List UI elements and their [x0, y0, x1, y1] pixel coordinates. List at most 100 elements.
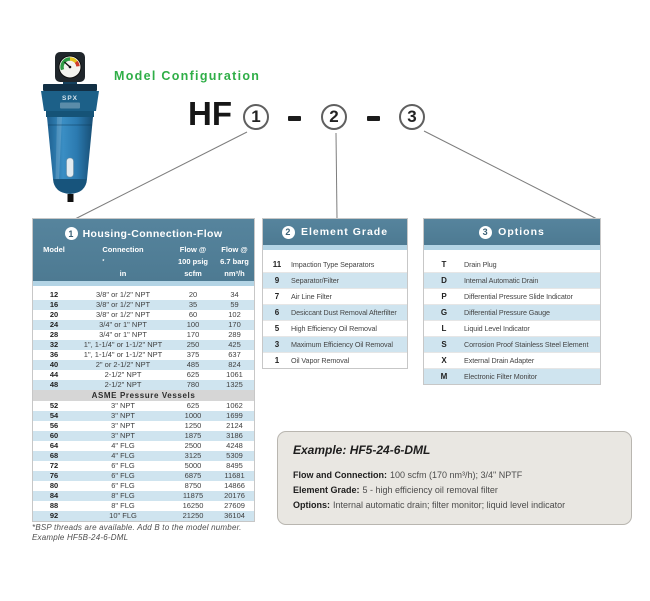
flow-scfm-cell: 375 [186, 350, 200, 359]
connection-cell: 6" FLG [111, 461, 135, 470]
grade-description: Maximum Efficiency Oil Removal [291, 340, 393, 349]
separator-dash [367, 116, 380, 121]
model-cell: 28 [49, 330, 59, 339]
header-accent-band [263, 245, 407, 250]
example-grade-line: Element Grade: 5 - high efficiency oil re… [293, 485, 498, 495]
option-description: Liquid Level Indicator [464, 324, 530, 333]
connection-cell: 3" NPT [111, 401, 135, 410]
model-cell: 40 [49, 360, 59, 369]
table-row: M Electronic Filter Monitor [424, 369, 600, 384]
model-cell: 44 [49, 370, 59, 379]
grade-description: Air Line Filter [291, 292, 332, 301]
grade-description: Impaction Type Separators [291, 260, 375, 269]
table-row: 3 Maximum Efficiency Oil Removal [263, 337, 407, 353]
grade-description: Separator/Filter [291, 276, 339, 285]
model-cell: 24 [49, 320, 59, 329]
flow-nm3h-cell: 14866 [224, 481, 245, 490]
filter-with-gauge-icon: SPX [41, 52, 99, 202]
flow-nm3h-cell: 289 [228, 330, 241, 339]
flow-nm3h-cell: 1325 [226, 380, 243, 389]
connection-cell: 3/8" or 1/2" NPT [95, 310, 151, 319]
grade-description: Desiccant Dust Removal Afterfilter [291, 308, 397, 317]
circled-position-1: 1 [243, 104, 269, 130]
col-header-connection: Connection * in [102, 245, 144, 278]
flow-nm3h-cell: 102 [228, 310, 241, 319]
table-row: 80 6" FLG 8750 14866 [33, 481, 254, 491]
col-header-flow-psig: Flow @ 100 psig scfm [177, 245, 208, 278]
model-cell: 64 [49, 441, 59, 450]
brand-label: SPX [62, 95, 78, 102]
model-cell: 60 [49, 431, 59, 440]
housing-asme-rows: 52 3" NPT 625 1062 54 3" NPT 1000 1699 56 3" NPT 1… [33, 401, 254, 521]
model-cell: 20 [49, 310, 59, 319]
housing-table-header: 1 Housing-Connection-Flow Model Connecti… [33, 219, 254, 281]
flow-scfm-cell: 8750 [184, 481, 202, 490]
option-rows: T Drain Plug D Internal Automatic Drain P Dif… [424, 254, 600, 384]
model-cell: 76 [49, 471, 59, 480]
table-row: 20 3/8" or 1/2" NPT 60 102 [33, 310, 254, 320]
circled-position-3: 3 [399, 104, 425, 130]
model-cell: 32 [49, 340, 59, 349]
flow-nm3h-cell: 20176 [224, 491, 245, 500]
table-row: 88 8" FLG 16250 27609 [33, 501, 254, 511]
model-cell: 88 [49, 501, 59, 510]
table-row: D Internal Automatic Drain [424, 273, 600, 289]
model-cell: 16 [49, 300, 59, 309]
flow-scfm-cell: 60 [188, 310, 198, 319]
flow-scfm-cell: 1250 [184, 421, 202, 430]
circled-number-3-icon: 3 [479, 225, 493, 239]
flow-scfm-cell: 485 [186, 360, 200, 369]
connection-cell: 6" FLG [111, 481, 135, 490]
option-code: X [441, 356, 447, 365]
col-header-flow-barg: Flow @ 6.7 barg nm³/h [220, 245, 249, 278]
flow-nm3h-cell: 34 [230, 290, 239, 299]
connection-cell: 2" or 2-1/2" NPT [95, 360, 151, 369]
option-description: Drain Plug [464, 260, 497, 269]
filter-head: SPX [41, 84, 99, 117]
table-row: T Drain Plug [424, 257, 600, 273]
flow-scfm-cell: 1000 [184, 411, 202, 420]
option-description: Electronic Filter Monitor [464, 372, 537, 381]
table-row: 11 Impaction Type Separators [263, 257, 407, 273]
table-row: 6 Desiccant Dust Removal Afterfilter [263, 305, 407, 321]
flow-scfm-cell: 21250 [182, 511, 204, 520]
circled-number-2-icon: 2 [281, 225, 295, 239]
table-row: 12 3/8" or 1/2" NPT 20 34 [33, 290, 254, 300]
model-cell: 68 [49, 451, 59, 460]
table-row: 48 2-1/2" NPT 780 1325 [33, 380, 254, 390]
example-flow-line: Flow and Connection: 100 scfm (170 nm³/h)… [293, 470, 523, 480]
model-cell: 52 [49, 401, 59, 410]
flow-nm3h-cell: 1699 [226, 411, 243, 420]
connection-cell: 2-1/2" NPT [104, 380, 142, 389]
table-row: G Differential Pressure Gauge [424, 305, 600, 321]
flow-nm3h-cell: 425 [228, 340, 241, 349]
header-accent-band [33, 281, 254, 286]
grade-code: 5 [274, 324, 280, 333]
table-row: L Liquid Level Indicator [424, 321, 600, 337]
flow-nm3h-cell: 1061 [226, 370, 243, 379]
model-prefix: HF [188, 95, 232, 132]
option-code: L [441, 324, 447, 333]
options-table: 3 Options T Drain Plug D Internal Automatic… [423, 218, 601, 385]
flow-nm3h-cell: 5309 [226, 451, 243, 460]
flow-scfm-cell: 100 [186, 320, 200, 329]
option-description: Internal Automatic Drain [464, 276, 539, 285]
option-code: P [441, 292, 447, 301]
connection-cell: 3/4" or 1" NPT [99, 320, 147, 329]
connection-cell: 3/8" or 1/2" NPT [95, 300, 151, 309]
flow-nm3h-cell: 11681 [224, 471, 245, 480]
header-accent-band [424, 245, 600, 250]
model-cell: 84 [49, 491, 59, 500]
option-code: G [440, 308, 448, 317]
flow-scfm-cell: 625 [186, 370, 200, 379]
flow-nm3h-cell: 8495 [226, 461, 243, 470]
flow-scfm-cell: 170 [186, 330, 200, 339]
asme-divider: ASME Pressure Vessels [33, 390, 254, 401]
table-row: 5 High Efficiency Oil Removal [263, 321, 407, 337]
model-cell: 54 [49, 411, 59, 420]
table-row: 84 8" FLG 11875 20176 [33, 491, 254, 501]
flow-scfm-cell: 250 [186, 340, 200, 349]
filter-product-image: SPX [33, 50, 118, 207]
table-row: 76 6" FLG 6875 11681 [33, 471, 254, 481]
